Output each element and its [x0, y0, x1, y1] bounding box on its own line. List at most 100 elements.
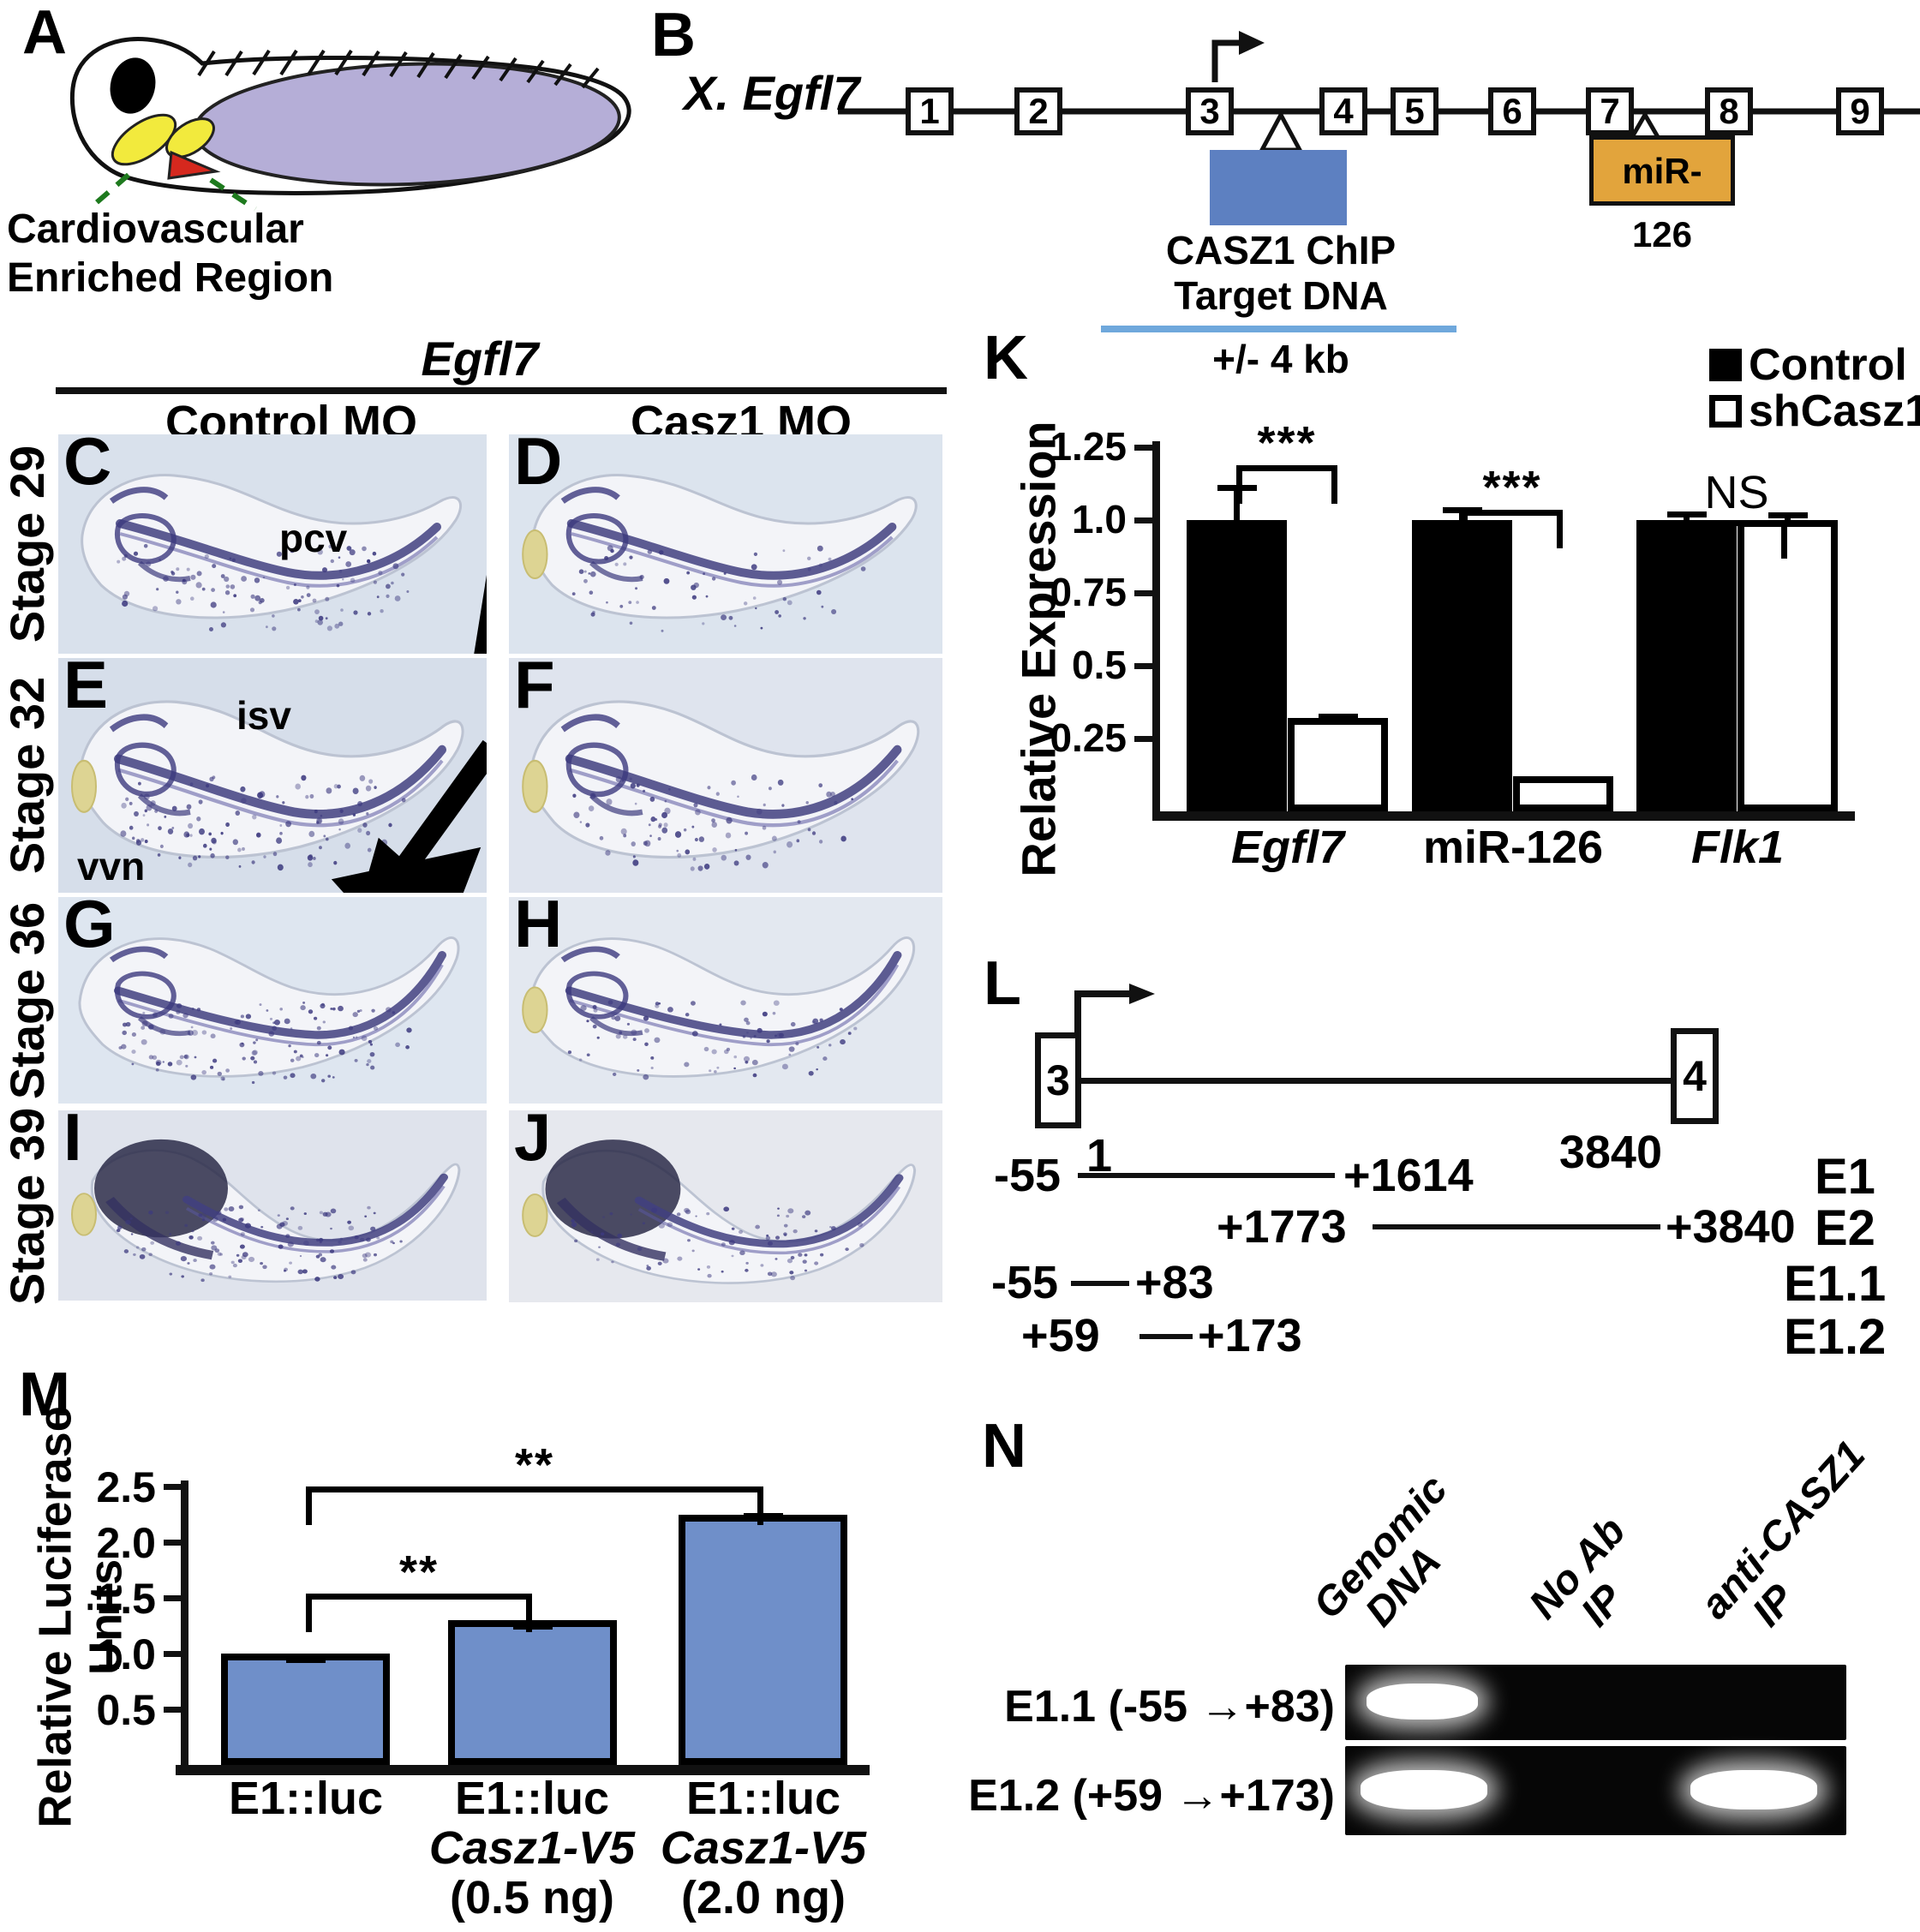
chip-target-box	[1210, 150, 1347, 225]
exon-box-8: 8	[1705, 87, 1753, 135]
m-ticklabel-15: 1.5	[96, 1575, 156, 1623]
l-exon-3: 3	[1035, 1032, 1081, 1128]
error-bar	[512, 1624, 553, 1630]
n-lane-label-genomic: Genomic DNA	[1305, 1467, 1488, 1657]
k-sig-label-mir126: ***	[1482, 462, 1542, 513]
k-x-axis-line	[1152, 811, 1855, 821]
exon-box-3: 3	[1186, 87, 1234, 135]
k-tick-025	[1134, 736, 1152, 742]
embryo-photo-G: G	[58, 897, 487, 1104]
l-e1-to: +1614	[1343, 1150, 1474, 1201]
m-xlabel-3-line3: (2.0 ng)	[680, 1872, 846, 1923]
k-ticklabel-050: 0.5	[1072, 643, 1127, 687]
k-sig-bracket-mir126	[1462, 510, 1563, 548]
m-ticklabel-05: 0.5	[96, 1686, 156, 1734]
l-e1-from: -55	[994, 1150, 1062, 1201]
m-tick-05	[164, 1707, 181, 1713]
k-bar-flk1-control	[1636, 511, 1737, 811]
panel-i-letter: I	[63, 1110, 82, 1175]
cement-gland-right	[165, 117, 215, 159]
l-intron-line	[1081, 1078, 1671, 1084]
pointer-dashed-lines	[87, 172, 257, 212]
tss-arrow-head	[1239, 31, 1265, 55]
gel-band-e12-anticasz1	[1690, 1770, 1817, 1809]
embryo-photo-F: F	[509, 658, 942, 893]
embryo-photo-H: H	[509, 897, 942, 1104]
legend-label-shcasz1: shCasz1	[1749, 386, 1920, 436]
legend-row-control: Control	[1709, 339, 1907, 391]
panel-g-letter: G	[63, 897, 116, 961]
embryo-photo-I: I	[58, 1110, 487, 1301]
k-bar-egfl7-shcasz1	[1288, 713, 1388, 811]
caption-line-1: Cardiovascular	[7, 206, 304, 252]
m-xlabel-3-line1: E1::luc	[685, 1773, 841, 1824]
n-lane-label-noab: No Ab IP	[1521, 1509, 1666, 1657]
gel-strip-e11	[1345, 1665, 1846, 1740]
exon-box-4: 4	[1319, 87, 1367, 135]
caption-line-2: Enriched Region	[7, 254, 334, 301]
l-e12-label: E1.2	[1784, 1309, 1887, 1365]
m-sig-label-2: **	[514, 1439, 555, 1491]
m-tick-25	[164, 1484, 181, 1490]
panel-c-letter: C	[63, 434, 112, 499]
k-ticklabel-100: 1.0	[1072, 497, 1127, 541]
l-e11-line	[1071, 1281, 1129, 1286]
m-sig-bracket-2	[306, 1486, 763, 1525]
fin-hatching	[197, 49, 600, 89]
vvn-arrow	[331, 846, 481, 893]
exon-box-5: 5	[1391, 87, 1439, 135]
m-xlabel-2-line1: E1::luc	[454, 1773, 610, 1824]
panel-n-letter: N	[982, 1412, 1026, 1480]
heart-region	[167, 150, 221, 180]
cement-gland-left	[111, 113, 177, 166]
embryo-photo-C: C pcv	[58, 434, 487, 654]
panel-m-letter: M	[19, 1361, 70, 1429]
panel-k-letter: K	[984, 324, 1028, 392]
l-e1-line	[1078, 1173, 1335, 1178]
m-x-axis-line	[176, 1765, 870, 1775]
n-lane-label-anticasz1: anti-CASZ1 IP	[1692, 1433, 1906, 1656]
k-sig-bracket-flk1	[1686, 520, 1787, 559]
k-bar-egfl7-control	[1187, 485, 1287, 811]
chip-label-line2: Target DNA	[1174, 272, 1388, 318]
mir-126-box: miR-126	[1589, 135, 1735, 254]
k-tick-100	[1134, 517, 1152, 523]
exon-box-1: 1	[906, 87, 954, 135]
error-bar	[1318, 713, 1358, 726]
l-e2-from: +1773	[1217, 1201, 1347, 1253]
m-xlabel-2-line2: Casz1-V5	[428, 1822, 636, 1874]
k-tick-050	[1134, 663, 1152, 669]
pcv-annotation: pcv	[279, 516, 348, 560]
gene-name-label: X. Egfl7	[684, 66, 860, 120]
error-bar	[1666, 511, 1707, 520]
k-ticklabel-025: 0.25	[1050, 715, 1127, 760]
embryo-photo-J: J	[509, 1110, 942, 1302]
k-sig-label-egfl7: ***	[1257, 417, 1317, 469]
l-tss-arrow	[1074, 984, 1155, 1038]
panel-j-letter: J	[514, 1110, 552, 1175]
l-e11-from: -55	[991, 1257, 1059, 1308]
m-sig-label-1: **	[398, 1546, 440, 1598]
k-tick-075	[1134, 590, 1152, 596]
k-ticklabel-075: 0.75	[1050, 570, 1127, 614]
legend-swatch-shcasz1	[1709, 395, 1742, 428]
l-e12-to: +173	[1198, 1310, 1302, 1361]
l-exon-4: 4	[1671, 1028, 1719, 1124]
l-e2-line	[1373, 1224, 1660, 1229]
tss-arrow-line	[1211, 39, 1241, 82]
l-start-coord: 1	[1086, 1130, 1113, 1181]
embryo-photo-E: E isv vvn	[58, 658, 487, 893]
gel-band-e11-genomic	[1367, 1684, 1478, 1720]
l-e12-line	[1139, 1334, 1193, 1339]
chip-target-label: CASZ1 ChIP Target DNA	[1114, 228, 1448, 319]
exon-box-6: 6	[1488, 87, 1536, 135]
l-e11-label: E1.1	[1784, 1256, 1887, 1312]
k-sig-bracket-egfl7	[1236, 465, 1337, 504]
exon-box-2: 2	[1014, 87, 1062, 135]
panel-a-caption: Cardiovascular Enriched Region	[7, 206, 367, 302]
k-ticklabel-125: 1.25	[1050, 424, 1127, 469]
m-tick-20	[164, 1540, 181, 1546]
exon-box-7: 7	[1586, 87, 1634, 135]
pcv-arrow	[474, 574, 487, 654]
